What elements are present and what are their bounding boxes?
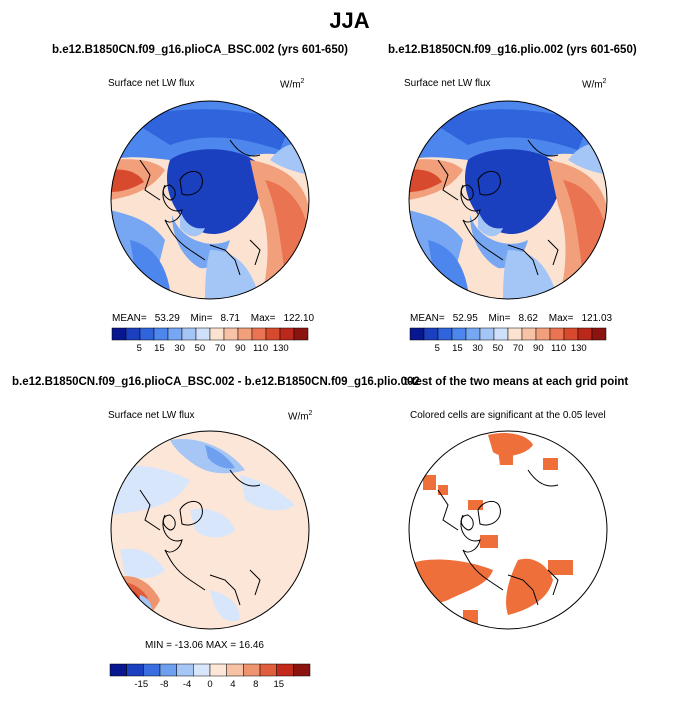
panel2-colorbar-tick-label: 70 — [513, 343, 524, 354]
panel3-colorbar-swatch — [193, 663, 211, 677]
panel2-colorbar: 5 15 30 50 70 90 110 130 — [409, 327, 607, 354]
panel3-field-label: Surface net LW flux — [108, 410, 195, 421]
panel3-colorbar-tick-label: 0 — [207, 679, 212, 690]
panel2-colorbar-swatch — [535, 327, 551, 341]
panel2-field-label: Surface net LW flux — [404, 78, 491, 89]
panel1-stats: MEAN= 53.29 Min= 8.71 Max= 122.10 — [112, 313, 315, 324]
panel1-colorbar-swatch — [237, 327, 253, 341]
panel3-colorbar-swatch — [143, 663, 161, 677]
panel3-colorbar-swatch — [176, 663, 194, 677]
panel2-colorbar-swatch — [577, 327, 593, 341]
panel1-colorbar-swatch — [265, 327, 281, 341]
panel2-colorbar-tick-label: 130 — [571, 343, 587, 354]
panel3-difference-map — [110, 430, 310, 630]
panel1-colorbar-tick-label: 90 — [235, 343, 246, 354]
panel2-colorbar-tick-label: 15 — [452, 343, 463, 354]
panel2-colorbar-tick-label: 50 — [493, 343, 504, 354]
panel1-colorbar-tick-label: 30 — [174, 343, 185, 354]
panel1-colorbar-tick-label: 5 — [137, 343, 142, 354]
panel1-colorbar-swatch — [181, 327, 197, 341]
panel3-colorbar-swatch — [293, 663, 311, 677]
panel1-colorbar-tick-label: 50 — [195, 343, 206, 354]
panel3-colorbar: -15 -8 -4 0 4 8 15 — [109, 663, 311, 690]
panel2-colorbar-swatch — [479, 327, 495, 341]
panel3-colorbar-tick-label: 8 — [253, 679, 258, 690]
panel2-colorbar-swatch — [493, 327, 509, 341]
panel1-colorbar-swatch — [209, 327, 225, 341]
panel2-colorbar-swatch — [423, 327, 439, 341]
main-title: JJA — [329, 8, 370, 33]
panel1-colorbar-swatch — [125, 327, 141, 341]
panel3-colorbar-tick-label: -4 — [183, 679, 191, 690]
panel3-colorbar-tick-label: -15 — [134, 679, 148, 690]
panel1-colorbar-swatch — [251, 327, 267, 341]
panel2-colorbar-swatch — [521, 327, 537, 341]
panel3-colorbar-swatch — [109, 663, 127, 677]
panel3-colorbar-swatch — [243, 663, 261, 677]
panel1-colorbar-swatch — [111, 327, 127, 341]
panel3-colorbar-swatch — [126, 663, 144, 677]
panel4-title: t-test of the two means at each grid poi… — [404, 376, 629, 388]
panel3-colorbar-tick-label: -8 — [160, 679, 168, 690]
panel2-colorbar-swatch — [507, 327, 523, 341]
panel1-title: b.e12.B1850CN.f09_g16.plioCA_BSC.002 (yr… — [52, 44, 348, 56]
panel1-colorbar-swatch — [167, 327, 183, 341]
panel1-colorbar-swatch — [223, 327, 239, 341]
panel3-colorbar-tick-label: 4 — [230, 679, 235, 690]
panel3-colorbar-swatch — [159, 663, 177, 677]
panel2-colorbar-tick-label: 90 — [533, 343, 544, 354]
panel2-title: b.e12.B1850CN.f09_g16.plio.002 (yrs 601-… — [388, 44, 637, 56]
panel3-stats: MIN = -13.06 MAX = 16.46 — [145, 640, 264, 651]
panel2-colorbar-tick-label: 5 — [435, 343, 440, 354]
panel2-stats: MEAN= 52.95 Min= 8.62 Max= 121.03 — [410, 313, 613, 324]
panel1-colorbar-swatch — [153, 327, 169, 341]
panel3-title: b.e12.B1850CN.f09_g16.plioCA_BSC.002 - b… — [12, 376, 420, 388]
panel1-polar-map — [110, 100, 310, 300]
panel3-colorbar-swatch — [226, 663, 244, 677]
panel4-note: Colored cells are significant at the 0.0… — [410, 410, 606, 421]
panel2-colorbar-swatch — [437, 327, 453, 341]
panel2-colorbar-swatch — [451, 327, 467, 341]
panel2-colorbar-swatch — [549, 327, 565, 341]
panel1-colorbar-tick-label: 70 — [215, 343, 226, 354]
panel1-colorbar-tick-label: 15 — [154, 343, 165, 354]
panel1-field-label: Surface net LW flux — [108, 78, 195, 89]
panel4-significance-map — [408, 430, 608, 630]
panel1-colorbar: 5 15 30 50 70 90 110 130 — [111, 327, 309, 354]
panel2-colorbar-swatch — [409, 327, 425, 341]
panel1-colorbar-swatch — [279, 327, 295, 341]
panel1-colorbar-swatch — [139, 327, 155, 341]
panel2-colorbar-tick-label: 30 — [472, 343, 483, 354]
panel3-colorbar-swatch — [276, 663, 294, 677]
panel2-polar-map — [408, 100, 608, 300]
panel3-colorbar-swatch — [209, 663, 227, 677]
panel3-colorbar-tick-label: 15 — [273, 679, 284, 690]
panel1-units: W/m2 — [280, 78, 305, 91]
panel1-colorbar-tick-label: 110 — [253, 343, 268, 354]
panel1-colorbar-tick-label: 130 — [273, 343, 289, 354]
panel2-colorbar-swatch — [465, 327, 481, 341]
panel1-colorbar-swatch — [195, 327, 211, 341]
panel2-colorbar-tick-label: 110 — [551, 343, 566, 354]
panel3-colorbar-swatch — [259, 663, 277, 677]
panel1-colorbar-swatch — [293, 327, 309, 341]
panel2-units: W/m2 — [582, 78, 607, 91]
panel2-colorbar-swatch — [563, 327, 579, 341]
panel3-units: W/m2 — [288, 410, 313, 423]
panel2-colorbar-swatch — [591, 327, 607, 341]
